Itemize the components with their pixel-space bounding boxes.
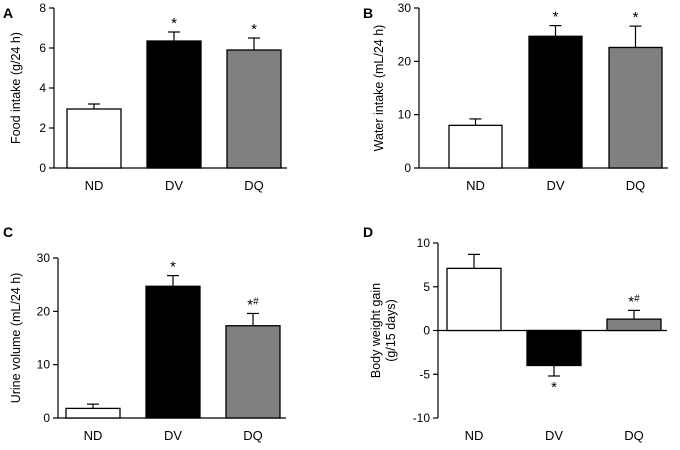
y-tick-label: 6 xyxy=(39,41,46,55)
y-axis-label: Body weight gain xyxy=(369,283,383,378)
panel-letter: D xyxy=(363,224,373,240)
y-tick-label: 2 xyxy=(39,121,46,135)
significance-mark: * xyxy=(551,379,557,396)
y-tick-label: 8 xyxy=(39,1,46,15)
panel-letter: C xyxy=(3,224,13,240)
bar-dv xyxy=(146,40,202,169)
y-tick-label: 5 xyxy=(423,280,430,294)
panel-a: A 0 2 4 6 8 Food intake (g/24 h) ND DV * DQ * xyxy=(3,1,287,193)
x-tick-label: ND xyxy=(85,178,104,193)
bar-dv xyxy=(145,285,201,419)
bar-nd xyxy=(446,267,502,332)
significance-mark: *# xyxy=(628,293,640,310)
bar-nd xyxy=(65,407,121,419)
y-tick-label: 4 xyxy=(39,81,46,95)
y-tick-label: -10 xyxy=(413,411,431,425)
y-tick-label: 10 xyxy=(37,358,51,372)
y-tick-label: 30 xyxy=(37,251,51,265)
significance-mark: * xyxy=(553,9,559,26)
significance-mark: * xyxy=(633,9,639,26)
x-tick-label: ND xyxy=(466,178,485,193)
y-axis-label-line-2: (g/15 days) xyxy=(384,299,398,362)
y-tick-label: 20 xyxy=(398,54,412,68)
y-tick-label: -5 xyxy=(419,367,430,381)
panel-letter: B xyxy=(363,5,373,21)
bar-dq xyxy=(226,49,282,169)
x-tick-label: ND xyxy=(84,428,103,443)
y-tick-label: 0 xyxy=(404,161,411,175)
panel-c: C 0 10 20 30 Urine volume (mL/24 h) ND DV * DQ *# xyxy=(3,224,286,443)
y-axis-label: Water intake (mL/24 h) xyxy=(372,25,386,152)
x-tick-label: DV xyxy=(546,178,564,193)
x-tick-label: DQ xyxy=(244,178,264,193)
panel-b: B 0 10 20 30 Water intake (mL/24 h) ND DV * DQ * xyxy=(363,1,668,193)
significance-mark: * xyxy=(171,15,177,32)
bar-dv xyxy=(528,35,583,169)
bar-nd xyxy=(448,124,503,169)
x-tick-label: DV xyxy=(164,428,182,443)
y-tick-label: 20 xyxy=(37,304,51,318)
y-tick-label: 10 xyxy=(398,108,412,122)
bar-dq xyxy=(608,46,663,169)
bar-nd xyxy=(66,108,122,169)
bar-dq xyxy=(606,318,662,332)
y-tick-label: 10 xyxy=(417,236,431,250)
panel-letter: A xyxy=(3,5,13,21)
y-tick-label: 30 xyxy=(398,1,412,15)
y-tick-label: 0 xyxy=(423,324,430,338)
x-tick-label: DQ xyxy=(626,178,646,193)
significance-mark: *# xyxy=(247,296,259,313)
y-tick-label: 0 xyxy=(43,411,50,425)
y-tick-label: 0 xyxy=(39,161,46,175)
x-tick-label: DQ xyxy=(624,428,644,443)
panel-d: D -10 -5 0 5 10 Body weight gain (g/15 days) ND D… xyxy=(363,224,667,443)
x-tick-label: DV xyxy=(165,178,183,193)
y-axis-label: Urine volume (mL/24 h) xyxy=(9,273,23,404)
bar-dv xyxy=(526,329,582,367)
bar-dq xyxy=(225,325,281,419)
significance-mark: * xyxy=(170,259,176,276)
x-tick-label: ND xyxy=(465,428,484,443)
significance-mark: * xyxy=(251,21,257,38)
y-axis-label: Food intake (g/24 h) xyxy=(9,32,23,144)
x-tick-label: DQ xyxy=(243,428,263,443)
x-tick-label: DV xyxy=(545,428,563,443)
